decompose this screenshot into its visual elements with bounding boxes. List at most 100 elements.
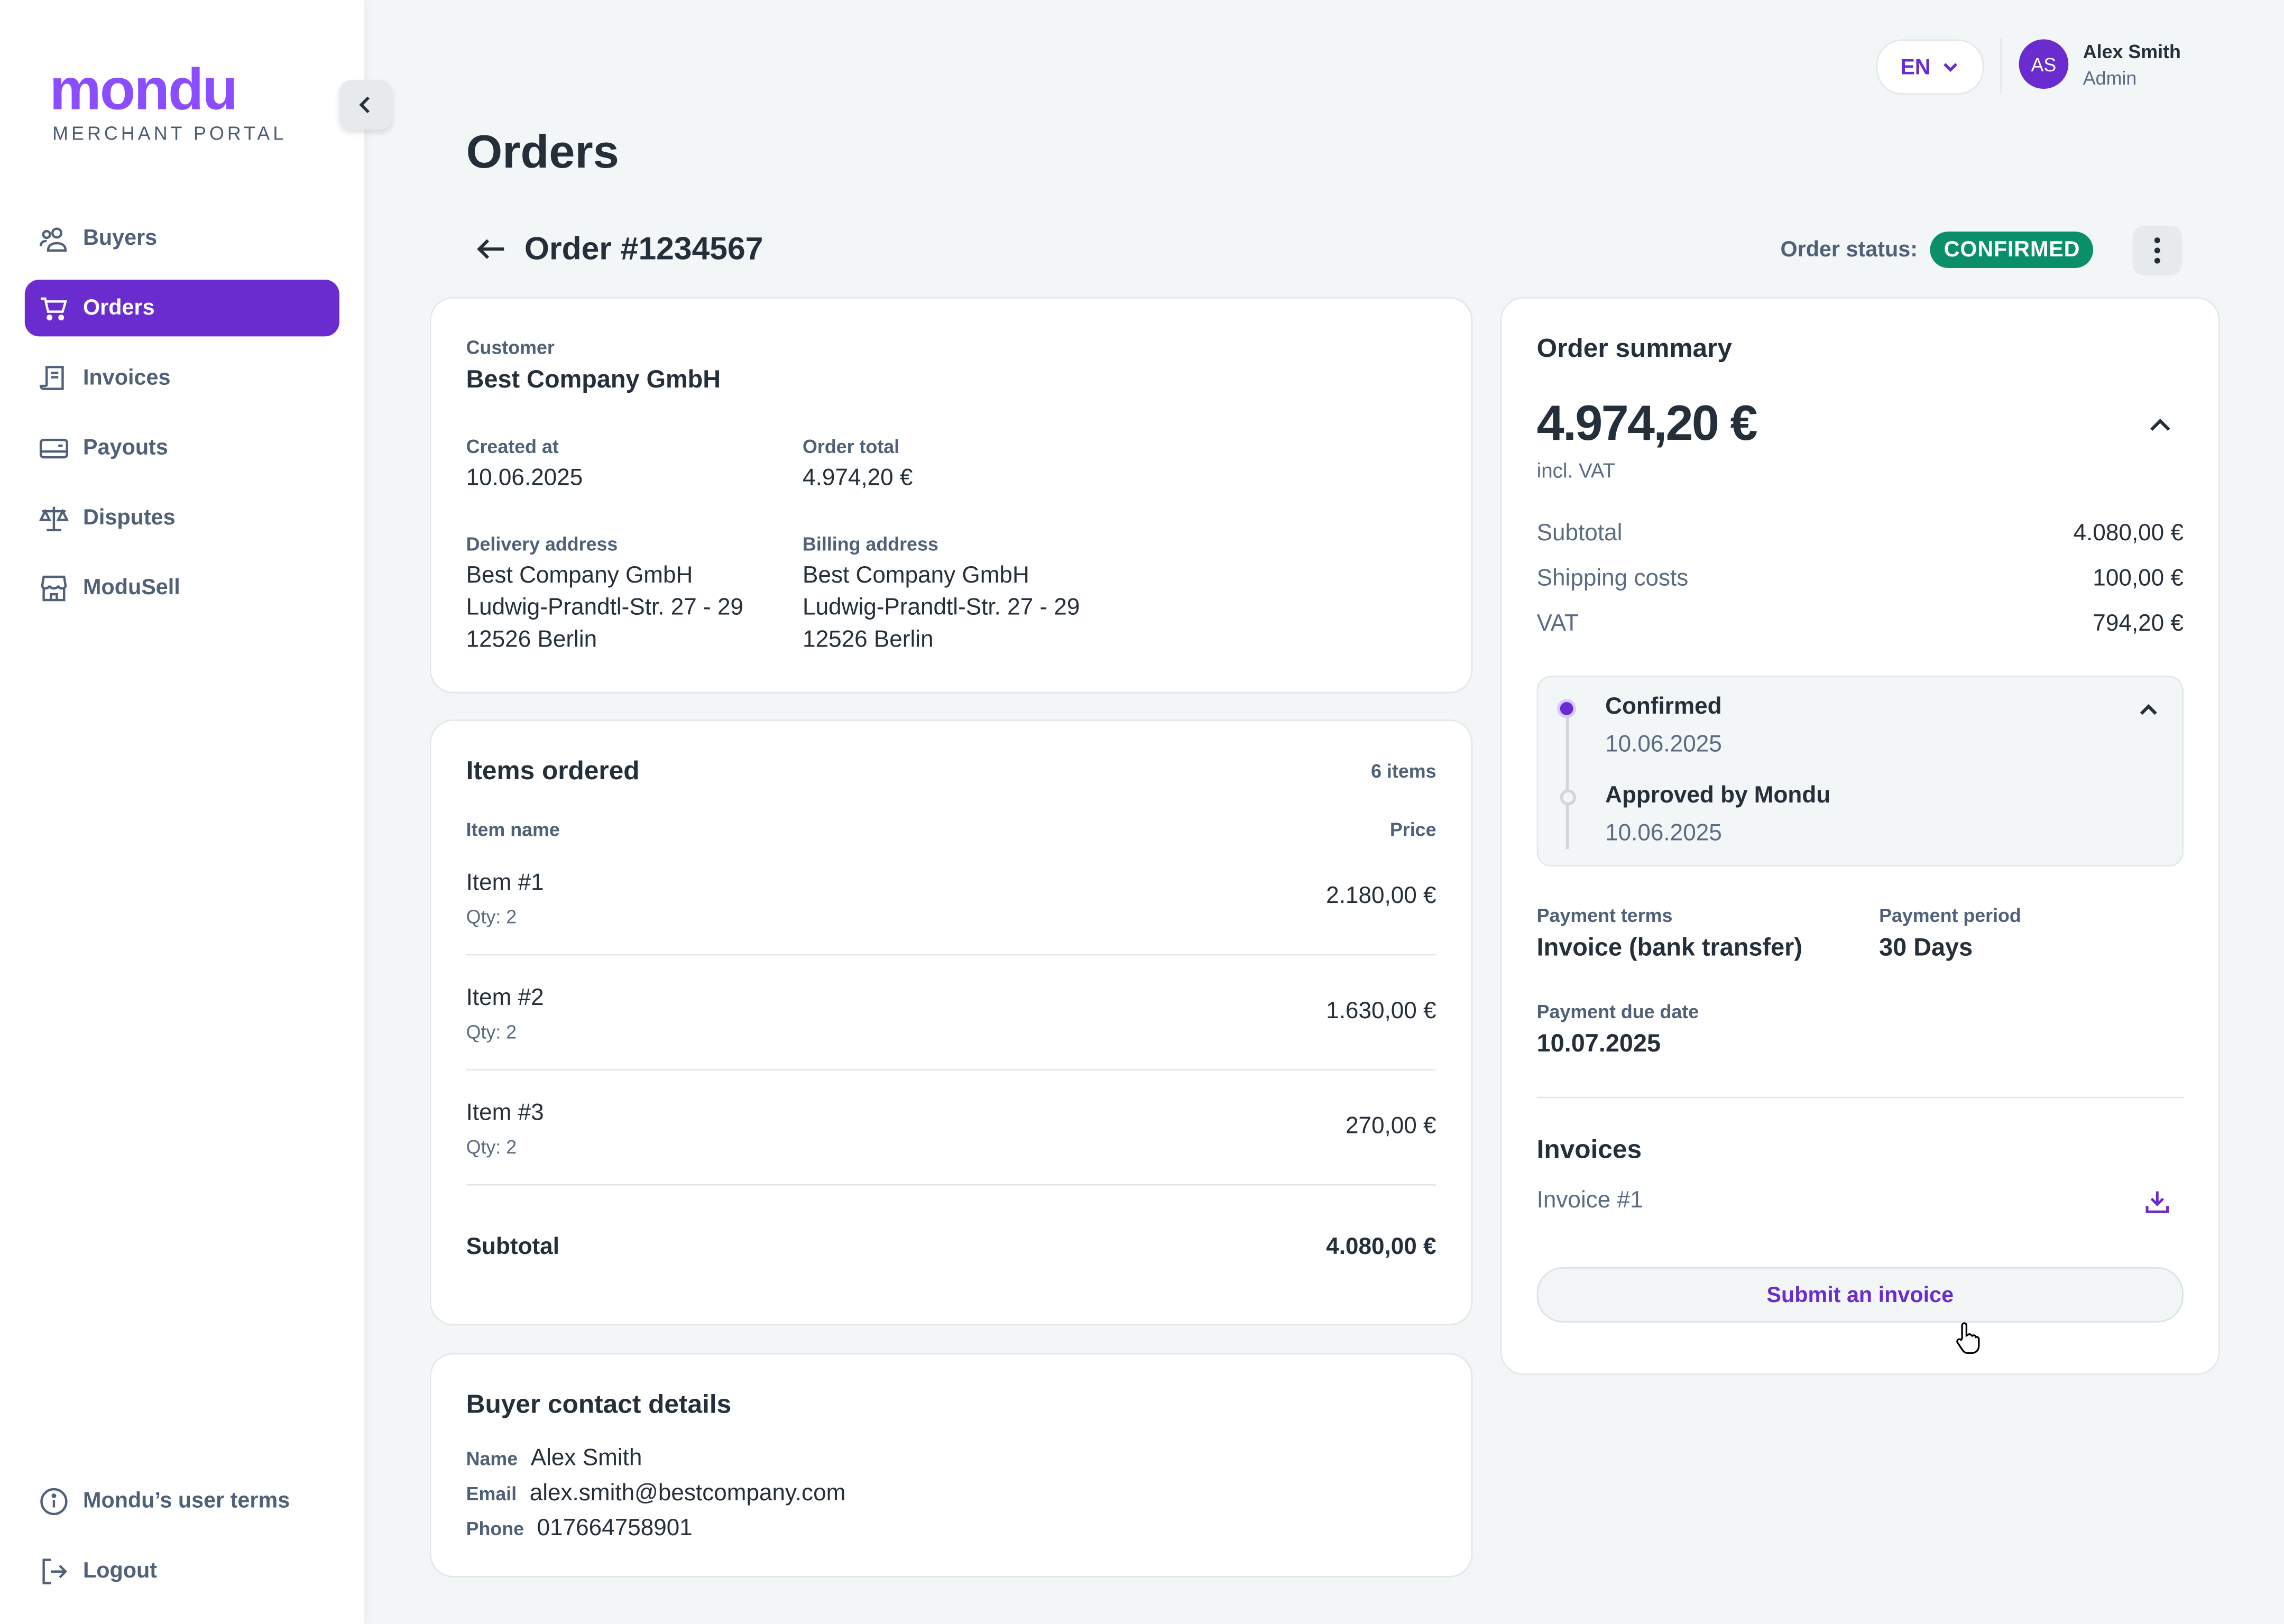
sidebar-item-invoices[interactable]: Invoices [25, 349, 339, 406]
contact-email[interactable]: alex.smith@bestcompany.com [529, 1481, 846, 1506]
user-menu[interactable]: AS Alex Smith Admin [2019, 39, 2181, 89]
table-row: Item #1 Qty: 2 2.180,00 € [466, 841, 1436, 954]
timeline-line [1565, 709, 1569, 850]
order-status-label: Order status: [1780, 237, 1918, 262]
language-selector[interactable]: EN [1876, 39, 1984, 95]
contact-name-label: Name [466, 1447, 518, 1470]
divider [466, 1184, 1436, 1186]
store-icon [41, 575, 67, 601]
address-line: Best Company GmbH [803, 564, 1029, 589]
item-price: 2.180,00 € [1326, 884, 1436, 909]
sidebar-item-payouts[interactable]: Payouts [25, 419, 339, 476]
sidebar-item-label: Payouts [83, 435, 168, 460]
billing-address: Best Company GmbH Ludwig-Prandtl-Str. 27… [803, 561, 1080, 657]
kebab-menu-icon [2154, 237, 2160, 264]
table-row: Item #3 Qty: 2 270,00 € [466, 1071, 1436, 1184]
line-label: Subtotal [1536, 521, 1623, 547]
cart-icon [41, 297, 67, 320]
divider [2000, 38, 2002, 94]
address-line: Best Company GmbH [466, 564, 693, 589]
contact-title: Buyer contact details [466, 1389, 732, 1419]
item-price: 270,00 € [1345, 1114, 1436, 1139]
scale-icon [39, 506, 69, 531]
line-value: 794,20 € [2093, 612, 2184, 636]
line-value: 4.080,00 € [2073, 521, 2184, 547]
address-line: 12526 Berlin [466, 628, 597, 653]
due-date-label: Payment due date [1536, 1000, 1699, 1023]
delivery-address: Best Company GmbH Ludwig-Prandtl-Str. 27… [466, 561, 743, 657]
chevron-down-icon [1944, 63, 1958, 72]
sidebar-item-label: ModuSell [83, 575, 180, 601]
timeline-dot [1560, 789, 1577, 806]
mondu-logo: mondu [49, 58, 238, 123]
order-total-label: Order total [803, 435, 900, 458]
hand-cursor-icon [1956, 1322, 1980, 1354]
item-qty: Qty: 2 [466, 905, 517, 927]
order-details-card: Customer Best Company GmbH Created at 10… [429, 297, 1473, 694]
sidebar-item-mondusell[interactable]: ModuSell [25, 559, 339, 616]
timeline-dot-active [1557, 699, 1577, 718]
user-terms-label: Mondu’s user terms [83, 1488, 290, 1514]
item-price: 1.630,00 € [1326, 999, 1436, 1024]
sidebar-item-disputes[interactable]: Disputes [25, 490, 339, 546]
language-label: EN [1900, 54, 1931, 80]
collapse-sidebar-button[interactable] [339, 80, 392, 130]
items-count: 6 items [1371, 760, 1436, 782]
contact-email-label: Email [466, 1482, 517, 1505]
download-icon[interactable] [2145, 1190, 2169, 1213]
user-name: Alex Smith [2083, 40, 2181, 62]
summary-line: Shipping costs 100,00 € [1537, 556, 2184, 601]
order-title: Order #1234567 [524, 230, 763, 267]
summary-line: VAT 794,20 € [1537, 602, 2184, 647]
more-actions-button[interactable] [2132, 226, 2182, 275]
summary-line: Subtotal 4.080,00 € [1537, 511, 2184, 556]
chevron-up-icon[interactable] [2138, 704, 2159, 717]
logout-button[interactable]: Logout [25, 1543, 339, 1599]
vat-note: incl. VAT [1536, 458, 1616, 482]
due-date: 10.07.2025 [1536, 1029, 1661, 1058]
created-date: 10.06.2025 [466, 466, 583, 491]
summary-title: Order summary [1536, 333, 1732, 363]
logout-label: Logout [83, 1558, 158, 1583]
summary-amount: 4.974,20 € [1536, 396, 1758, 452]
sidebar-item-label: Buyers [83, 226, 158, 251]
line-label: Shipping costs [1536, 566, 1689, 592]
logo-subtitle: MERCHANT PORTAL [52, 122, 287, 144]
created-label: Created at [466, 435, 559, 458]
buyer-contact-card: Buyer contact details Name Alex Smith Em… [429, 1353, 1473, 1577]
wallet-icon [39, 438, 68, 458]
customer-label: Customer [466, 336, 555, 358]
billing-label: Billing address [803, 533, 938, 555]
chevron-up-icon[interactable] [2149, 417, 2172, 432]
items-ordered-card: Items ordered 6 items Item name Price It… [429, 719, 1473, 1326]
line-label: VAT [1536, 612, 1579, 636]
submit-invoice-button[interactable]: Submit an invoice [1536, 1267, 2184, 1323]
sidebar-item-orders[interactable]: Orders [24, 279, 339, 337]
timeline-label: Confirmed [1605, 695, 1722, 720]
customer-name: Best Company GmbH [466, 365, 721, 393]
item-name: Item #1 [466, 870, 544, 896]
back-arrow-icon[interactable] [475, 236, 507, 262]
item-name: Item #3 [466, 1100, 544, 1125]
table-row: Item #2 Qty: 2 1.630,00 € [466, 955, 1436, 1069]
contact-phone-label: Phone [466, 1517, 524, 1540]
item-qty: Qty: 2 [466, 1020, 517, 1042]
payment-period-label: Payment period [1879, 904, 2021, 927]
delivery-label: Delivery address [466, 533, 618, 555]
item-name: Item #2 [466, 985, 544, 1010]
sidebar-item-buyers[interactable]: Buyers [25, 210, 339, 266]
info-icon [40, 1487, 68, 1515]
users-icon [39, 226, 67, 251]
divider [466, 954, 1436, 956]
invoice-link[interactable]: Invoice #1 [1536, 1188, 1643, 1213]
order-summary-card: Order summary 4.974,20 € incl. VAT Subto… [1500, 297, 2220, 1375]
sidebar: mondu MERCHANT PORTAL Buyers Orders Invo… [0, 0, 364, 1624]
page-title: Orders [466, 125, 619, 178]
line-value: 100,00 € [2093, 566, 2184, 592]
col-price: Price [1389, 818, 1436, 841]
items-title: Items ordered [466, 755, 640, 785]
contact-phone: 017664758901 [537, 1516, 693, 1541]
address-line: 12526 Berlin [803, 628, 934, 653]
avatar: AS [2019, 39, 2069, 89]
user-terms-link[interactable]: Mondu’s user terms [25, 1472, 339, 1529]
